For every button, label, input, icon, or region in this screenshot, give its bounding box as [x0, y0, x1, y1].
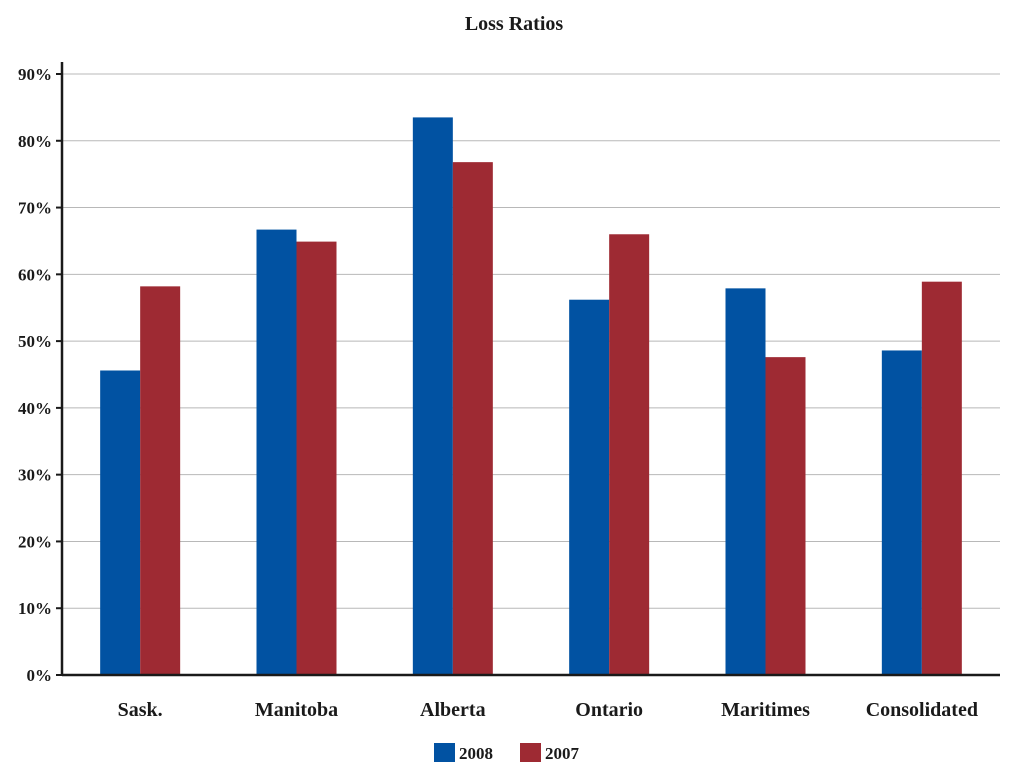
y-tick-label: 10%	[18, 599, 52, 618]
y-tick-label: 60%	[18, 265, 52, 284]
x-axis-ticks: Sask. Manitoba Alberta Ontario Maritimes Cons…	[118, 699, 978, 721]
legend: 2008 2007	[434, 743, 580, 763]
gridlines	[62, 73, 1000, 609]
y-tick-label: 90%	[18, 65, 52, 84]
y-tick-label: 50%	[18, 332, 52, 351]
y-tick-label: 40%	[18, 399, 52, 418]
y-tick-label: 70%	[18, 199, 52, 218]
bar-2007	[452, 162, 493, 675]
y-tick-label: 0%	[27, 666, 53, 685]
x-tick-label: Consolidated	[866, 699, 978, 721]
bar-2008	[256, 229, 297, 675]
bar-2007	[296, 241, 337, 675]
legend-swatch-2008	[434, 743, 455, 762]
legend-swatch-2007	[520, 743, 541, 762]
bar-2007	[921, 281, 962, 675]
x-tick-label: Ontario	[575, 699, 643, 721]
y-tick-label: 80%	[18, 132, 52, 151]
y-tick-label: 30%	[18, 466, 52, 485]
bar-2007	[765, 357, 806, 675]
y-axis-ticks: 0% 10% 20% 30% 40% 50% 60% 70% 80% 90%	[18, 65, 62, 685]
chart-title: Loss Ratios	[465, 13, 564, 35]
bar-2008	[881, 350, 922, 675]
x-tick-label: Maritimes	[721, 699, 810, 721]
bar-2008	[569, 299, 610, 675]
legend-label-2008: 2008	[459, 744, 493, 763]
bars	[100, 117, 962, 675]
y-tick-label: 20%	[18, 532, 52, 551]
bar-2007	[609, 234, 650, 675]
bar-2008	[412, 117, 453, 675]
legend-label-2007: 2007	[545, 744, 580, 763]
bar-2007	[140, 286, 181, 675]
bar-2008	[725, 288, 766, 675]
x-tick-label: Alberta	[420, 699, 486, 721]
x-tick-label: Manitoba	[255, 699, 338, 721]
x-tick-label: Sask.	[118, 699, 163, 721]
bar-2008	[100, 370, 141, 675]
